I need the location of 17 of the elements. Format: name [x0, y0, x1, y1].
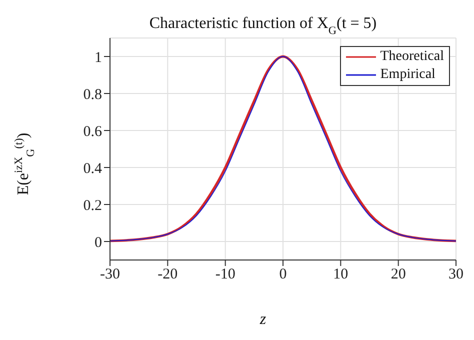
x-tick-label: 10 [333, 266, 348, 283]
x-tick-label: -10 [215, 266, 236, 283]
y-tick-label: 0 [94, 234, 102, 251]
x-tick-label: 0 [279, 266, 287, 283]
y-tick-label: 0.4 [83, 160, 102, 177]
x-axis-title: z [258, 311, 267, 328]
x-tick-label: 30 [448, 266, 464, 283]
x-tick-label: -20 [158, 266, 178, 283]
y-tick-label: 0.8 [83, 86, 102, 103]
y-tick-label: 0.2 [83, 198, 102, 214]
x-tick-label: -30 [100, 266, 120, 283]
y-tick-label: 1 [94, 50, 102, 66]
chart-title: Characteristic function of X$_{G}$(t = 5) [149, 15, 377, 37]
y-tick-label: 0.6 [83, 124, 102, 140]
legend-label: Theoretical [380, 48, 444, 66]
legend-label: Empirical [380, 66, 436, 84]
x-tick-label: 20 [390, 266, 406, 283]
